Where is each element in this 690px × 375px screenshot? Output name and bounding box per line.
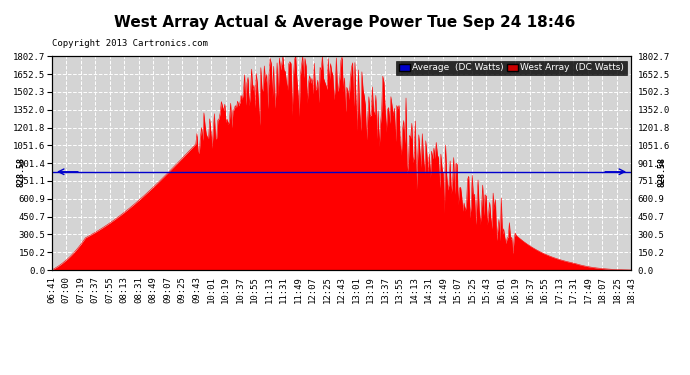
Text: West Array Actual & Average Power Tue Sep 24 18:46: West Array Actual & Average Power Tue Se… bbox=[115, 15, 575, 30]
Text: 828.58: 828.58 bbox=[658, 157, 667, 187]
Legend: Average  (DC Watts), West Array  (DC Watts): Average (DC Watts), West Array (DC Watts… bbox=[396, 61, 627, 75]
Text: 828.58: 828.58 bbox=[16, 157, 26, 187]
Text: Copyright 2013 Cartronics.com: Copyright 2013 Cartronics.com bbox=[52, 39, 208, 48]
